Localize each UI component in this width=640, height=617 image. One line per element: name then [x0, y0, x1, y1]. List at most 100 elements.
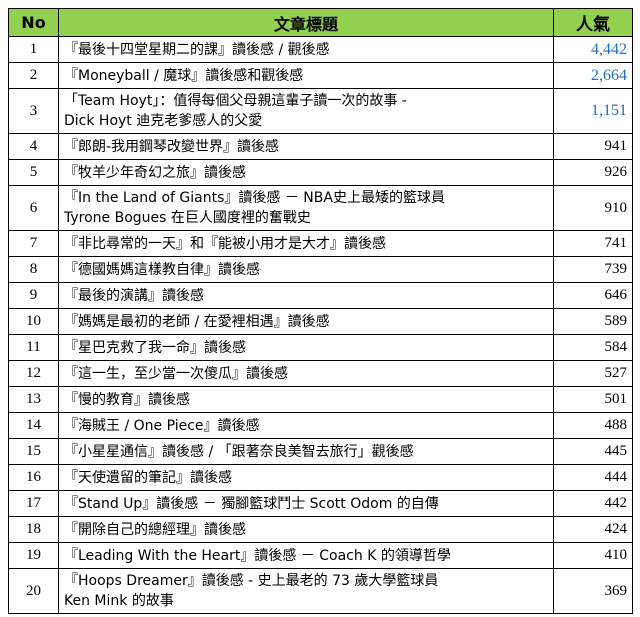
article-title-line[interactable]: 『海賊王 / One Piece』讀後感	[64, 417, 260, 434]
table-row: 3 「Team Hoyt」：值得每個父母親這輩子讀一次的故事 - Dick Hoyt…	[8, 88, 633, 134]
article-ranking-table: No 文章標題 人氣 1 『最後十四堂星期二的課』讀後感 / 觀後感 4,442 2 『…	[8, 8, 633, 614]
table-row: 10 『媽媽是最初的老師 / 在愛裡相遇』讀後感 589	[8, 308, 633, 335]
rank-number: 1	[8, 36, 59, 63]
rank-number: 10	[8, 308, 59, 335]
popularity-count: 739	[553, 256, 633, 283]
article-title-line[interactable]: 『德國媽媽這樣教自律』讀後感	[64, 261, 260, 278]
table-row: 9 『最後的演講』讀後感 646	[8, 282, 633, 309]
popularity-count: 584	[553, 334, 633, 361]
rank-number: 2	[8, 62, 59, 89]
article-title-line[interactable]: 『最後十四堂星期二的課』讀後感 / 觀後感	[64, 41, 330, 58]
article-title-line[interactable]: 『小星星通信』讀後感 / 「跟著奈良美智去旅行」觀後感	[64, 443, 414, 460]
rank-number: 11	[8, 334, 59, 361]
rank-number: 9	[8, 282, 59, 309]
article-title-cell[interactable]: 『牧羊少年奇幻之旅』讀後感	[58, 159, 554, 186]
article-title-line[interactable]: 『慢的教育』讀後感	[64, 391, 190, 408]
header-title: 文章標題	[58, 8, 554, 37]
rank-number: 12	[8, 360, 59, 387]
popularity-count: 444	[553, 464, 633, 491]
article-title-line[interactable]: 『天使遺留的筆記』讀後感	[64, 469, 232, 486]
rank-number: 15	[8, 438, 59, 465]
rank-number: 19	[8, 542, 59, 569]
rank-number: 20	[8, 568, 59, 614]
header-no: No	[8, 8, 59, 37]
article-title-line[interactable]: 『媽媽是最初的老師 / 在愛裡相遇』讀後感	[64, 313, 330, 330]
article-title-cell[interactable]: 『星巴克救了我一命』讀後感	[58, 334, 554, 361]
table-row: 4 『郎朗-我用鋼琴改變世界』讀後感 941	[8, 133, 633, 160]
article-title-cell[interactable]: 『In the Land of Giants』讀後感 － NBA史上最矮的籃球員…	[58, 185, 554, 231]
table-row: 6 『In the Land of Giants』讀後感 － NBA史上最矮的籃球…	[8, 185, 633, 231]
rank-number: 8	[8, 256, 59, 283]
table-row: 5 『牧羊少年奇幻之旅』讀後感 926	[8, 159, 633, 186]
rank-number: 7	[8, 230, 59, 257]
article-title-line[interactable]: 『郎朗-我用鋼琴改變世界』讀後感	[64, 138, 280, 155]
popularity-count: 941	[553, 133, 633, 160]
popularity-count: 488	[553, 412, 633, 439]
article-title-cell[interactable]: 『開除自己的總經理』讀後感	[58, 516, 554, 543]
article-title-cell[interactable]: 『最後的演講』讀後感	[58, 282, 554, 309]
rank-number: 6	[8, 185, 59, 231]
popularity-count: 741	[553, 230, 633, 257]
article-title-cell[interactable]: 『德國媽媽這樣教自律』讀後感	[58, 256, 554, 283]
article-title-line[interactable]: 『Hoops Dreamer』讀後感 - 史上最老的 73 歲大學籃球員	[64, 573, 439, 589]
article-title-cell[interactable]: 『Leading With the Heart』讀後感 － Coach K 的領…	[58, 542, 554, 569]
article-title-cell[interactable]: 「Team Hoyt」：值得每個父母親這輩子讀一次的故事 - Dick Hoyt …	[58, 88, 554, 134]
ranking-table-container: No 文章標題 人氣 1 『最後十四堂星期二的課』讀後感 / 觀後感 4,442 2 『…	[8, 8, 633, 614]
table-row: 2 『Moneyball / 魔球』讀後感和觀後感 2,664	[8, 62, 633, 89]
article-title-cell[interactable]: 『天使遺留的筆記』讀後感	[58, 464, 554, 491]
article-title-cell[interactable]: 『Moneyball / 魔球』讀後感和觀後感	[58, 62, 554, 89]
rank-number: 14	[8, 412, 59, 439]
popularity-count: 4,442	[553, 36, 633, 63]
article-title-cell[interactable]: 『這一生，至少當一次傻瓜』讀後感	[58, 360, 554, 387]
article-title-cell[interactable]: 『郎朗-我用鋼琴改變世界』讀後感	[58, 133, 554, 160]
popularity-count: 589	[553, 308, 633, 335]
table-row: 7 『非比尋常的一天』和『能被小用才是大才』讀後感 741	[8, 230, 633, 257]
table-row: 19 『Leading With the Heart』讀後感 － Coach K …	[8, 542, 633, 569]
popularity-count: 442	[553, 490, 633, 517]
table-row: 13 『慢的教育』讀後感 501	[8, 386, 633, 413]
table-row: 14 『海賊王 / One Piece』讀後感 488	[8, 412, 633, 439]
article-title-line[interactable]: 『這一生，至少當一次傻瓜』讀後感	[64, 365, 288, 382]
popularity-count: 527	[553, 360, 633, 387]
article-title-cell[interactable]: 『Stand Up』讀後感 － 獨腳籃球鬥士 Scott Odom 的自傳	[58, 490, 554, 517]
popularity-count: 926	[553, 159, 633, 186]
article-title-cell[interactable]: 『最後十四堂星期二的課』讀後感 / 觀後感	[58, 36, 554, 63]
article-title-line[interactable]: 『Moneyball / 魔球』讀後感和觀後感	[64, 67, 304, 84]
article-title-line[interactable]: Tyrone Bogues 在巨人國度裡的奮戰史	[64, 210, 311, 226]
article-title-line[interactable]: 『Leading With the Heart』讀後感 － Coach K 的領…	[64, 547, 451, 564]
article-title-line[interactable]: Dick Hoyt 迪克老爹感人的父愛	[64, 113, 263, 129]
popularity-count: 910	[553, 185, 633, 231]
popularity-count: 646	[553, 282, 633, 309]
article-title-cell[interactable]: 『非比尋常的一天』和『能被小用才是大才』讀後感	[58, 230, 554, 257]
article-title-cell[interactable]: 『媽媽是最初的老師 / 在愛裡相遇』讀後感	[58, 308, 554, 335]
article-title-line[interactable]: 『星巴克救了我一命』讀後感	[64, 339, 246, 356]
article-title-line[interactable]: 「Team Hoyt」：值得每個父母親這輩子讀一次的故事 -	[64, 93, 407, 109]
article-title-line[interactable]: 『開除自己的總經理』讀後感	[64, 521, 246, 538]
article-title-line[interactable]: 『牧羊少年奇幻之旅』讀後感	[64, 164, 246, 181]
table-row: 20 『Hoops Dreamer』讀後感 - 史上最老的 73 歲大學籃球員 Ke…	[8, 568, 633, 614]
header-popularity: 人氣	[553, 8, 633, 37]
rank-number: 3	[8, 88, 59, 134]
article-title-cell[interactable]: 『Hoops Dreamer』讀後感 - 史上最老的 73 歲大學籃球員 Ken …	[58, 568, 554, 614]
popularity-count: 369	[553, 568, 633, 614]
rank-number: 5	[8, 159, 59, 186]
popularity-count: 410	[553, 542, 633, 569]
table-row: 15 『小星星通信』讀後感 / 「跟著奈良美智去旅行」觀後感 445	[8, 438, 633, 465]
article-title-cell[interactable]: 『小星星通信』讀後感 / 「跟著奈良美智去旅行」觀後感	[58, 438, 554, 465]
table-body: 1 『最後十四堂星期二的課』讀後感 / 觀後感 4,442 2 『Moneyball /…	[8, 36, 633, 614]
rank-number: 16	[8, 464, 59, 491]
article-title-line[interactable]: 『In the Land of Giants』讀後感 － NBA史上最矮的籃球員	[64, 190, 445, 206]
popularity-count: 501	[553, 386, 633, 413]
article-title-cell[interactable]: 『海賊王 / One Piece』讀後感	[58, 412, 554, 439]
article-title-line[interactable]: 『非比尋常的一天』和『能被小用才是大才』讀後感	[64, 235, 386, 252]
table-row: 18 『開除自己的總經理』讀後感 424	[8, 516, 633, 543]
table-row: 1 『最後十四堂星期二的課』讀後感 / 觀後感 4,442	[8, 36, 633, 63]
table-row: 11 『星巴克救了我一命』讀後感 584	[8, 334, 633, 361]
table-row: 8 『德國媽媽這樣教自律』讀後感 739	[8, 256, 633, 283]
article-title-line[interactable]: Ken Mink 的故事	[64, 593, 174, 609]
article-title-line[interactable]: 『最後的演講』讀後感	[64, 287, 204, 304]
table-row: 12 『這一生，至少當一次傻瓜』讀後感 527	[8, 360, 633, 387]
rank-number: 4	[8, 133, 59, 160]
article-title-cell[interactable]: 『慢的教育』讀後感	[58, 386, 554, 413]
article-title-line[interactable]: 『Stand Up』讀後感 － 獨腳籃球鬥士 Scott Odom 的自傳	[64, 495, 439, 512]
